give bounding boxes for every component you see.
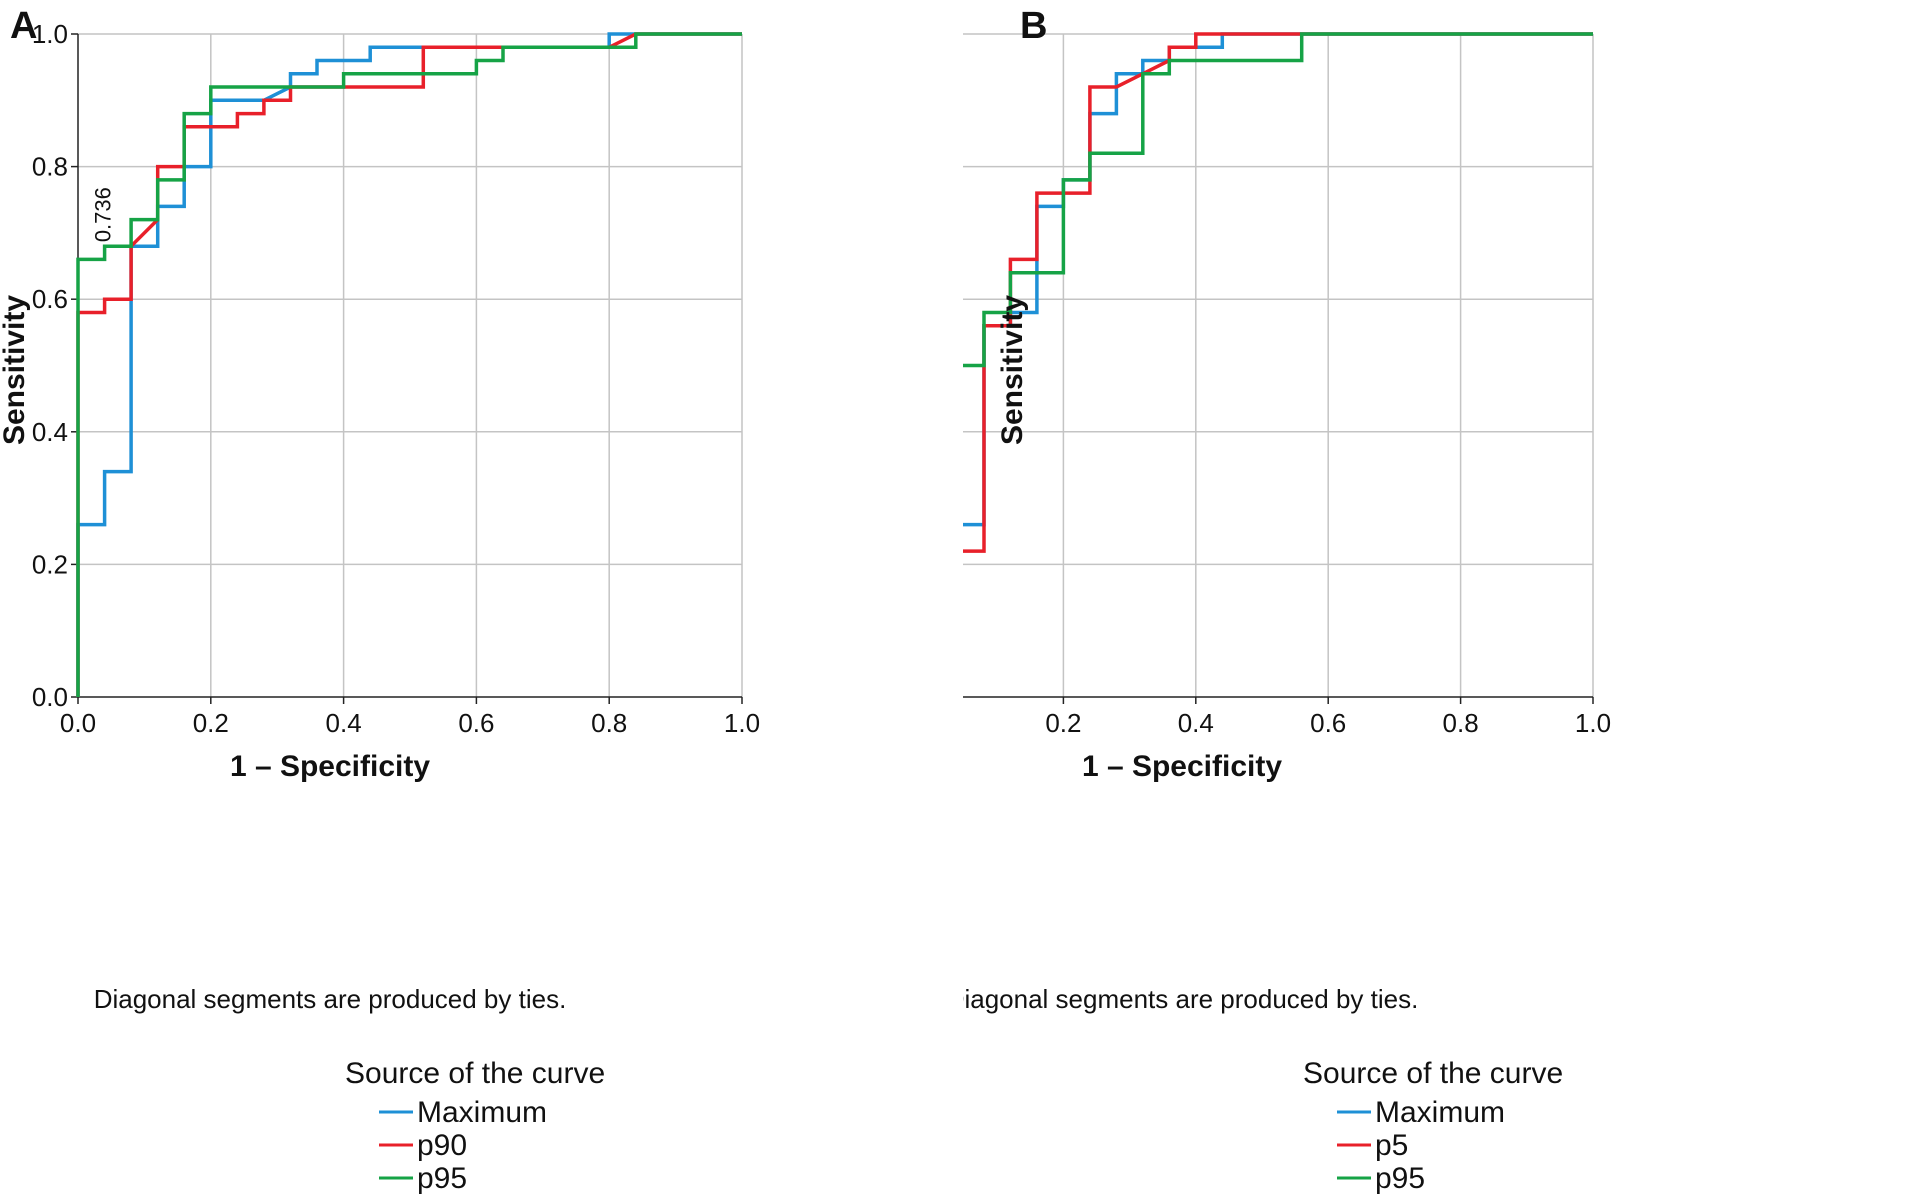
x-tick-label: 0.4	[326, 708, 362, 738]
x-tick-label: 1.0	[1575, 708, 1611, 738]
y-tick-label: 0.0	[32, 682, 68, 712]
y-tick-label: 1.0	[32, 19, 68, 49]
legend-label-maximum: Maximum	[1375, 1096, 1505, 1129]
x-tick-label: 0.0	[60, 708, 96, 738]
x-axis-title: 1 – Specificity	[1082, 750, 1282, 783]
roc-panel-b: 0.00.20.40.60.81.00.00.20.40.60.81.0B1 –…	[885, 0, 1926, 1195]
legend-label-p90: p90	[417, 1129, 467, 1162]
x-tick-label: 0.2	[1045, 708, 1081, 738]
series-line-p5	[929, 32, 1593, 697]
roc-chart-a: 0.0 0.2 0.4 0.6 0.8 1.0 0.0 0.2 0.4 0.6 0.8 1.0 0.73…	[0, 5, 760, 1195]
x-tick-label: 0.2	[193, 708, 229, 738]
x-tick-label: 0.4	[1178, 708, 1214, 738]
panel-label: A	[10, 5, 37, 47]
y-axis-title: Sensitivity	[996, 295, 1029, 445]
y-tick-label: 0.6	[32, 284, 68, 314]
roc-chart-b: 0.00.20.40.60.81.00.00.20.40.60.81.0B1 –…	[885, 5, 1611, 1195]
series-line-p95	[76, 32, 742, 697]
y-tick-label: 0.4	[32, 417, 68, 447]
x-tick-label: 0.6	[1310, 708, 1346, 738]
legend-label-p95: p95	[1375, 1162, 1425, 1195]
x-tick-label: 1.0	[724, 708, 760, 738]
legend-title: Source of the curve	[1303, 1057, 1563, 1090]
panel-label: B	[1020, 5, 1047, 47]
legend-label-maximum: Maximum	[417, 1096, 547, 1129]
legend-title: Source of the curve	[345, 1057, 605, 1090]
ties-note: Diagonal segments are produced by ties.	[963, 984, 1418, 1014]
series-line-p90	[76, 32, 742, 697]
point-annotation: 0.736	[91, 187, 116, 242]
legend-label-p95: p95	[417, 1162, 467, 1195]
series-line-maximum	[76, 32, 742, 697]
series-line-p95	[929, 32, 1593, 697]
x-tick-label: 0.8	[591, 708, 627, 738]
roc-panel-a: 0.0 0.2 0.4 0.6 0.8 1.0 0.0 0.2 0.4 0.6 0.8 1.0 0.73…	[0, 0, 963, 1195]
legend-label-p5: p5	[1375, 1129, 1408, 1162]
y-axis-title: Sensitivity	[0, 295, 31, 445]
series-line-maximum	[929, 32, 1593, 697]
x-axis-title: 1 – Specificity	[230, 750, 430, 783]
x-tick-label: 0.6	[458, 708, 494, 738]
y-tick-label: 0.8	[32, 152, 68, 182]
x-tick-label: 0.8	[1443, 708, 1479, 738]
ties-note: Diagonal segments are produced by ties.	[94, 984, 567, 1014]
y-tick-label: 0.2	[32, 549, 68, 579]
